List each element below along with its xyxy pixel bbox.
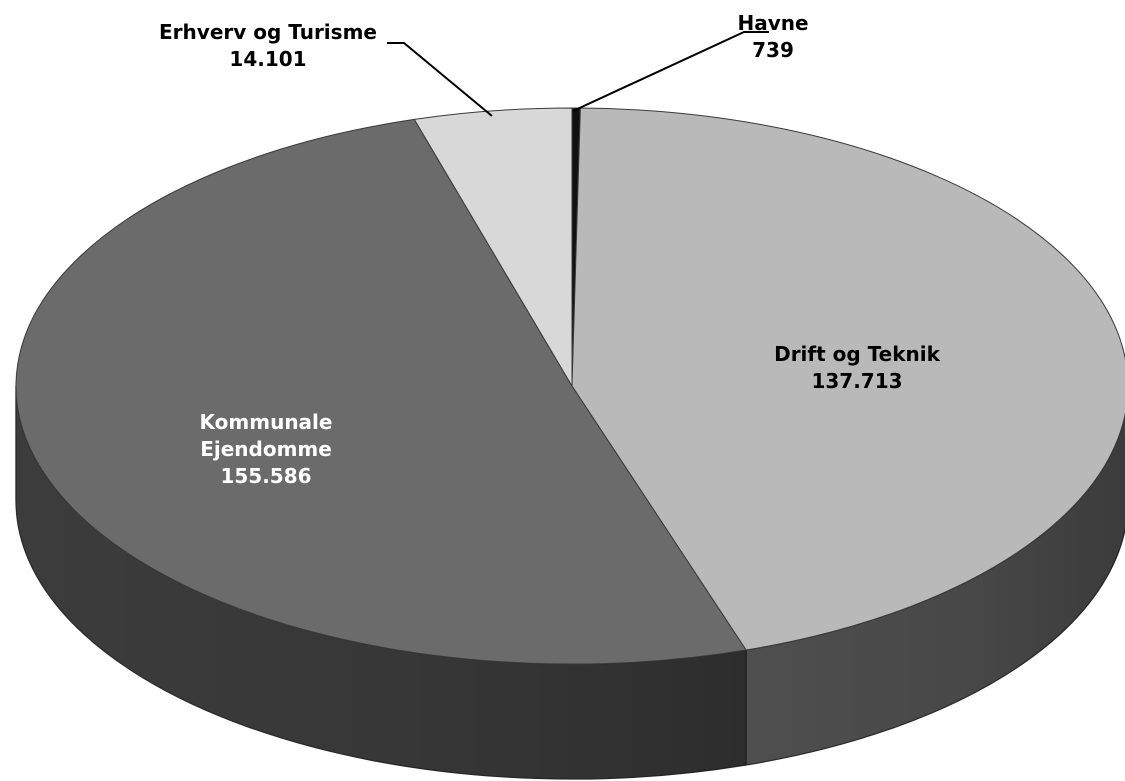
slice-value-label-erhverv-og-turisme: 14.101 (229, 47, 306, 71)
slice-value-label-havne: 739 (752, 38, 794, 62)
slice-side-shade-drift-og-teknik (746, 414, 1125, 766)
label-leader-lines (387, 31, 769, 117)
slice-kommunale-ejendomme (15, 118, 747, 665)
slice-name-label-kommunale-ejendomme-1: Kommunale (200, 410, 333, 434)
slice-labels: Havne 739 Drift og Teknik 137.713 Kommunale E… (159, 11, 941, 488)
slice-side-shade-kommunale-ejendomme (16, 386, 747, 780)
slice-name-label-erhverv-og-turisme: Erhverv og Turisme (159, 20, 377, 44)
leader-line-erhverv-og-turisme (387, 42, 493, 117)
slice-name-label-drift-og-teknik: Drift og Teknik (774, 342, 941, 366)
slice-erhverv-og-turisme (413, 107, 573, 388)
leader-line-havne (572, 31, 769, 112)
slice-value-label-kommunale-ejendomme: 155.586 (220, 464, 311, 488)
slice-value-label-drift-og-teknik: 137.713 (811, 369, 902, 393)
slice-name-label-havne: Havne (737, 11, 808, 35)
slice-name-label-kommunale-ejendomme-2: Ejendomme (200, 437, 332, 461)
pie-top-faces (15, 107, 1125, 665)
pie-side-faces (15, 385, 1125, 780)
slice-drift-og-teknik (571, 107, 1125, 651)
